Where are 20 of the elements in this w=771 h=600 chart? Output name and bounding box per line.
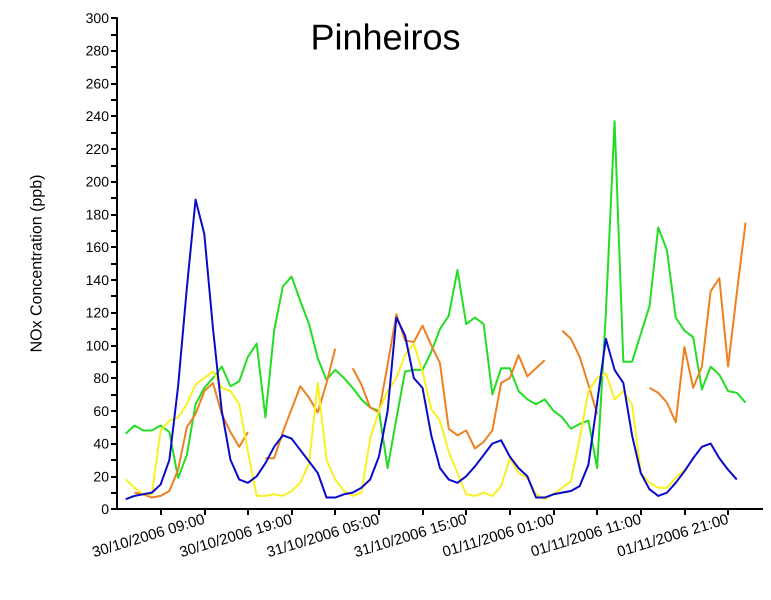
line-series [124, 120, 747, 479]
y-tick-label: 20 [93, 468, 110, 484]
y-tick-label: 60 [93, 402, 110, 419]
y-tick-label: 140 [86, 272, 110, 288]
y-tick-label: 260 [86, 75, 110, 92]
y-tick-label: 160 [86, 239, 110, 256]
y-tick-label: 120 [86, 304, 110, 321]
y-tick-label: 100 [86, 337, 110, 354]
y-tick-label: 0 [101, 501, 110, 517]
y-tick-label: 240 [86, 108, 110, 124]
line-series [124, 342, 686, 500]
y-axis-title: NOx Concentration (ppb) [28, 174, 46, 352]
y-tick-label: 200 [86, 174, 110, 190]
y-tick-label: 300 [86, 10, 110, 26]
y-tick-label: 220 [86, 140, 110, 157]
chart-title: Pinheiros [310, 16, 461, 58]
y-tick-label: 40 [93, 436, 110, 452]
y-tick-label: 80 [93, 370, 110, 386]
y-tick-label: 280 [86, 42, 110, 59]
y-tick-label: 180 [86, 206, 110, 222]
